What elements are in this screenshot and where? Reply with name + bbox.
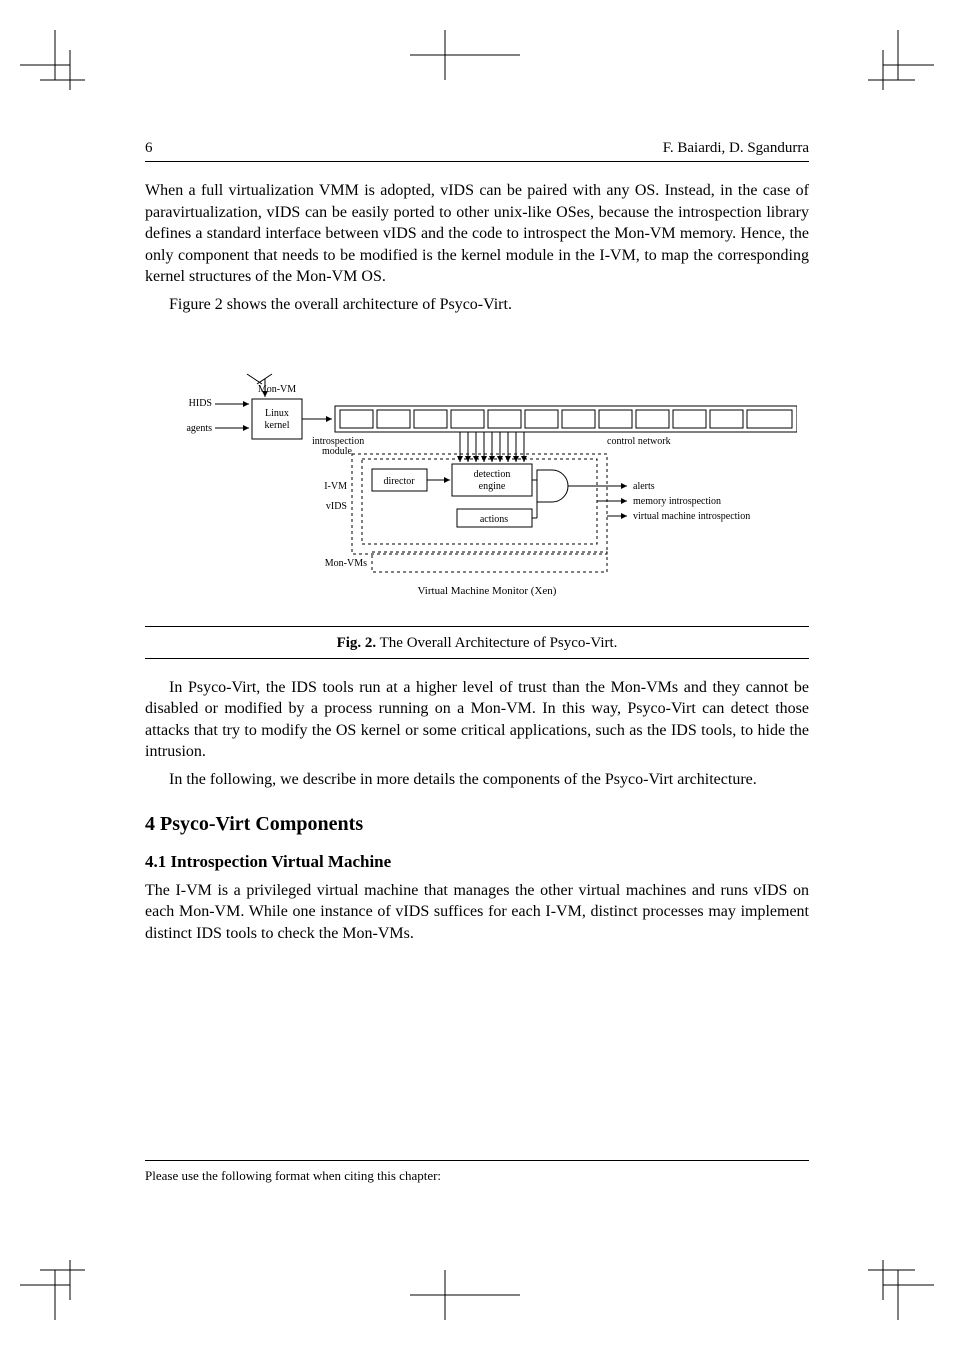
body-text-ivm: The I-VM is a privileged virtual machine… xyxy=(145,880,809,945)
fig-label-alerts: alerts xyxy=(633,481,655,492)
fig-label-ivm: I-VM xyxy=(324,481,347,492)
figure-caption-label: Fig. 2. xyxy=(337,635,377,651)
paragraph-intro-1: When a full virtualization VMM is adopte… xyxy=(145,180,809,288)
fig-label-vmm: Virtual Machine Monitor (Xen) xyxy=(418,585,557,597)
body-text-after-figure: In Psyco-Virt, the IDS tools run at a hi… xyxy=(145,677,809,791)
figure-2-caption: Fig. 2. The Overall Architecture of Psyc… xyxy=(145,626,809,659)
fig-label-vm-introspect: virtual machine introspection xyxy=(633,511,750,522)
figure-caption-text: The Overall Architecture of Psyco-Virt. xyxy=(380,635,618,651)
fig-label-actions: actions xyxy=(480,514,508,525)
fig-label-kernel: kernel xyxy=(265,420,290,431)
fig-label-vids: vIDS xyxy=(326,501,347,512)
fig-label-detection1: detection xyxy=(474,469,511,480)
section-heading-4: 4 Psyco-Virt Components xyxy=(145,813,809,836)
fig-down-arrows xyxy=(457,432,527,462)
fig-label-linux: Linux xyxy=(265,408,289,419)
fig-label-introspect-module2: module xyxy=(322,446,353,457)
fig-label-mem-introspect: memory introspection xyxy=(633,496,721,507)
running-head: 6 F. Baiardi, D. Sgandurra xyxy=(145,140,809,162)
figure-2: Linux kernel HIDS agents Mon-VM xyxy=(145,334,809,614)
running-title: F. Baiardi, D. Sgandurra xyxy=(663,140,809,157)
fig-label-control-net: control network xyxy=(607,436,671,447)
footer-rule xyxy=(145,1160,809,1161)
fig-label-monvms: Mon-VMs xyxy=(325,558,367,569)
paragraph-intro-2: Figure 2 shows the overall architecture … xyxy=(145,294,809,316)
footer-citation-note: Please use the following format when cit… xyxy=(145,1168,809,1184)
page-number: 6 xyxy=(145,140,153,157)
fig-label-director: director xyxy=(383,476,415,487)
fig-label-detection2: engine xyxy=(479,481,506,492)
fig-bus-cells xyxy=(340,410,792,428)
paragraph-ivm: The I-VM is a privileged virtual machine… xyxy=(145,880,809,945)
subsection-heading-4-1: 4.1 Introspection Virtual Machine xyxy=(145,852,809,872)
fig-label-hids: HIDS xyxy=(189,398,212,409)
fig-label-agents: agents xyxy=(186,423,212,434)
body-text-before-figure: When a full virtualization VMM is adopte… xyxy=(145,180,809,316)
paragraph-after-fig-1: In Psyco-Virt, the IDS tools run at a hi… xyxy=(145,677,809,763)
page-content: 6 F. Baiardi, D. Sgandurra When a full v… xyxy=(145,140,809,950)
paragraph-after-fig-2: In the following, we describe in more de… xyxy=(145,769,809,791)
